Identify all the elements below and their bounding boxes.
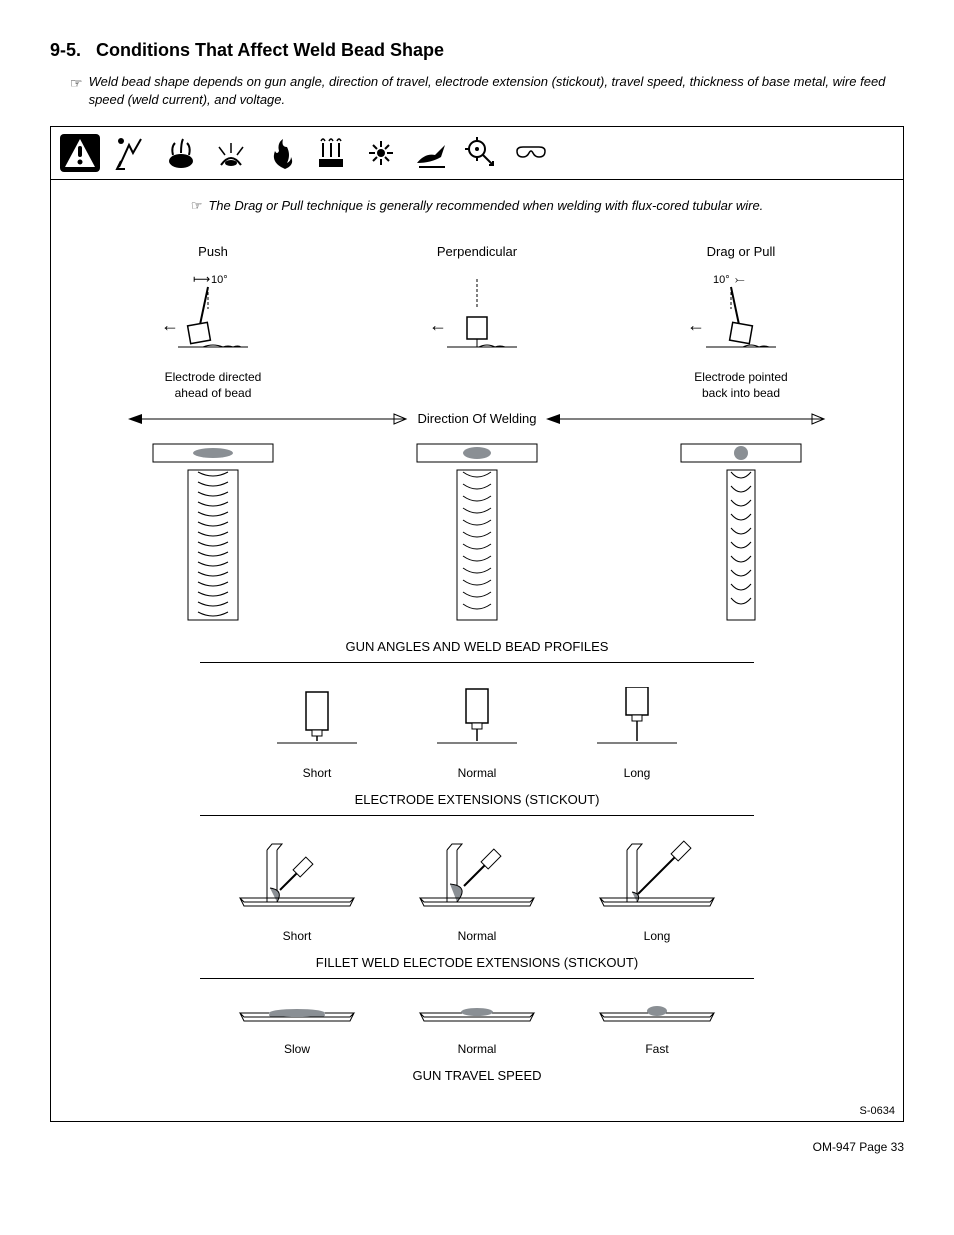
divider (200, 815, 754, 816)
section-title: 9-5. Conditions That Affect Weld Bead Sh… (50, 40, 904, 61)
svg-text:⟼: ⟼ (193, 272, 210, 286)
main-diagram-box: ☞ The Drag or Pull technique is generall… (50, 126, 904, 1122)
tip-note: ☞ The Drag or Pull technique is generall… (81, 198, 873, 214)
short-label: Short (262, 766, 372, 780)
direction-of-welding: Direction Of Welding (81, 411, 873, 426)
hot-parts-icon (311, 133, 351, 173)
right-arrow (546, 412, 826, 426)
fillet-row: Short Normal (81, 840, 873, 943)
push-bead (81, 442, 345, 627)
normal-speed-diagram (412, 1003, 542, 1033)
stickout-normal-diagram (422, 687, 532, 757)
arc-rays-icon (211, 133, 251, 173)
fumes-icon (161, 133, 201, 173)
push-bead-diagram (133, 442, 293, 622)
fast-speed-diagram (592, 1003, 722, 1033)
moving-parts-icon (461, 133, 501, 173)
section-title-text: Conditions That Affect Weld Bead Shape (96, 40, 444, 60)
fillet-normal-diagram (412, 840, 542, 920)
perpendicular-gun-diagram: ← (417, 269, 537, 359)
gun-angle-row: Push ⟼ 10° ← Electrode directed ahead of… (81, 244, 873, 401)
travel-speed-row: Slow Normal Fast (81, 1003, 873, 1056)
drag-bead (609, 442, 873, 627)
perp-label: Perpendicular (345, 244, 609, 259)
stickout-long-diagram (582, 687, 692, 757)
normal-label: Normal (412, 929, 542, 943)
left-arrow (128, 412, 408, 426)
section-number: 9-5. (50, 40, 81, 60)
push-column: Push ⟼ 10° ← Electrode directed ahead of… (81, 244, 345, 401)
stickout-short: Short (262, 687, 372, 780)
normal-label: Normal (412, 1042, 542, 1056)
speed-fast: Fast (592, 1003, 722, 1056)
long-label: Long (592, 929, 722, 943)
fillet-caption: FILLET WELD ELECTODE EXTENSIONS (STICKOU… (81, 955, 873, 970)
slow-label: Slow (232, 1042, 362, 1056)
pointing-hand-icon: ☞ (70, 75, 83, 92)
sparks-icon (361, 133, 401, 173)
content-area: ☞ The Drag or Pull technique is generall… (51, 180, 903, 1101)
svg-text:←: ← (429, 315, 447, 335)
drag-gun-diagram: 10° ⤚ ← (681, 269, 801, 359)
push-label: Push (81, 244, 345, 259)
divider (200, 662, 754, 663)
fillet-short: Short (232, 840, 362, 943)
drag-caption: Electrode pointed back into bead (609, 370, 873, 401)
intro-note: ☞ Weld bead shape depends on gun angle, … (70, 73, 904, 108)
slow-speed-diagram (232, 1003, 362, 1033)
svg-text:←: ← (161, 315, 179, 335)
push-gun-diagram: ⟼ 10° ← (153, 269, 273, 359)
fire-icon (261, 133, 301, 173)
fillet-long: Long (592, 840, 722, 943)
stickout-normal: Normal (422, 687, 532, 780)
intro-text: Weld bead shape depends on gun angle, di… (89, 73, 904, 108)
normal-label: Normal (422, 766, 532, 780)
safety-glasses-icon (511, 133, 551, 173)
electric-shock-icon (111, 133, 151, 173)
short-label: Short (232, 929, 362, 943)
drag-bead-diagram (661, 442, 821, 622)
bead-profile-row (81, 442, 873, 627)
tip-text: The Drag or Pull technique is generally … (208, 198, 763, 213)
fast-label: Fast (592, 1042, 722, 1056)
svg-text:←: ← (687, 315, 705, 335)
pointing-hand-icon: ☞ (191, 198, 203, 214)
stickout-long: Long (582, 687, 692, 780)
doc-code: S-0634 (51, 1101, 903, 1121)
perpendicular-column: Perpendicular ← (345, 244, 609, 401)
push-caption: Electrode directed ahead of bead (81, 370, 345, 401)
warning-triangle-icon (59, 133, 101, 173)
stickout-short-diagram (262, 687, 372, 757)
speed-caption: GUN TRAVEL SPEED (81, 1068, 873, 1083)
hazard-icon-row (51, 127, 903, 180)
drag-label: Drag or Pull (609, 244, 873, 259)
speed-normal: Normal (412, 1003, 542, 1056)
fillet-long-diagram (592, 840, 722, 920)
fillet-short-diagram (232, 840, 362, 920)
stickout-row: Short Normal Long (81, 687, 873, 780)
stickout-caption: ELECTRODE EXTENSIONS (STICKOUT) (81, 792, 873, 807)
perp-bead (345, 442, 609, 627)
long-label: Long (582, 766, 692, 780)
gun-angles-caption: GUN ANGLES AND WELD BEAD PROFILES (81, 639, 873, 654)
page-footer: OM-947 Page 33 (50, 1140, 904, 1154)
push-angle: 10° (211, 274, 228, 286)
svg-text:⤚: ⤚ (735, 272, 745, 286)
drag-column: Drag or Pull 10° ⤚ ← Electrode pointed b… (609, 244, 873, 401)
perp-bead-diagram (397, 442, 557, 622)
drag-angle: 10° (713, 274, 730, 286)
speed-slow: Slow (232, 1003, 362, 1056)
direction-label: Direction Of Welding (418, 411, 537, 426)
flying-metal-icon (411, 133, 451, 173)
fillet-normal: Normal (412, 840, 542, 943)
divider (200, 978, 754, 979)
